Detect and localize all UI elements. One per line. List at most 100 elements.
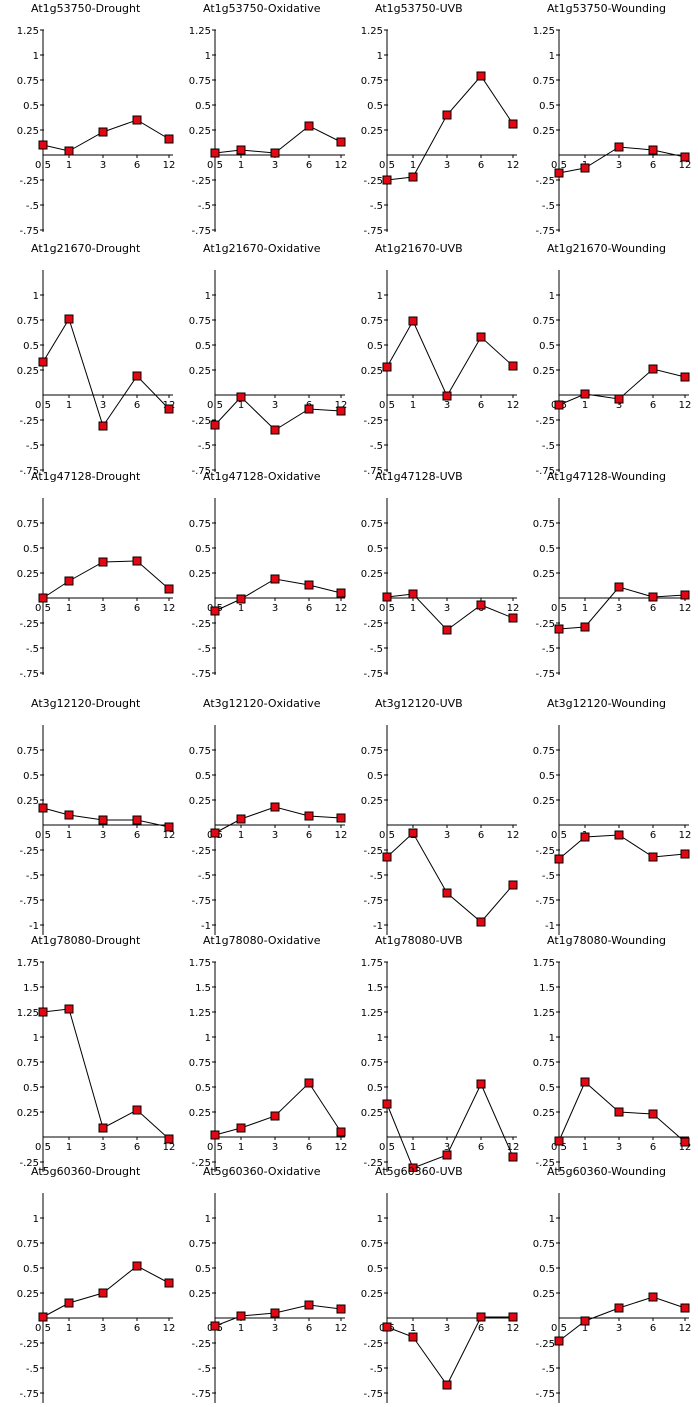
chart-panel: At3g12120-UVB0.750.50.25-.25-.5-.75-1-1.… xyxy=(344,695,526,977)
y-tick-label: 1 xyxy=(33,51,39,62)
x-tick-label: 3 xyxy=(444,1323,450,1334)
data-point xyxy=(304,580,314,590)
x-tick-label: 1 xyxy=(66,830,72,841)
x-tick-label: 3 xyxy=(272,160,278,171)
y-tick-label: 0.25 xyxy=(17,1289,39,1300)
y-tick-label: 0.5 xyxy=(195,341,211,352)
y-tick-label: -.25 xyxy=(363,1158,383,1169)
data-point xyxy=(132,115,142,125)
chart-panel: At5g60360-Oxidative 1 0.75 0.5 0.25 -.25 -.5 -.… xyxy=(172,1163,354,1407)
data-point xyxy=(98,1123,108,1133)
x-tick-label: 12 xyxy=(679,1142,692,1153)
x-tick-label: 12 xyxy=(507,160,520,171)
data-point xyxy=(210,148,220,158)
x-tick-label: 0.5 xyxy=(551,160,567,171)
data-point xyxy=(614,1107,624,1117)
x-tick-label: 6 xyxy=(650,603,656,614)
y-tick-label: -.75 xyxy=(19,896,39,907)
chart-panel: At1g78080-Oxidative 1.75 1.5 1.25 1 0.75 0.5 0.… xyxy=(172,932,354,1219)
x-tick-label: 1 xyxy=(410,1323,416,1334)
y-tick-label: 0.5 xyxy=(367,771,383,782)
y-tick-label: 0.5 xyxy=(367,544,383,555)
x-tick-label: 12 xyxy=(163,1323,176,1334)
y-tick-label: 1.25 xyxy=(189,26,211,37)
data-point xyxy=(554,1136,564,1146)
y-tick-label: 0.5 xyxy=(367,1264,383,1275)
data-point xyxy=(164,404,174,414)
chart-panel: At1g53750-UVB 1.25 1 0.75 0.5 0.25 -.25 -.5 -.75… xyxy=(344,0,526,240)
chart-svg: At1g78080-UVB 1.75 1.5 1.25 1 0.75 0.5 0.25 -.25… xyxy=(361,934,520,1219)
y-tick-label: -.75 xyxy=(535,466,555,477)
data-point xyxy=(336,137,346,147)
data-point xyxy=(508,1152,518,1162)
data-point xyxy=(554,624,564,634)
y-tick-label: -.5 xyxy=(542,201,555,212)
y-tick-label: 1 xyxy=(549,1033,555,1044)
y-tick-label: 1 xyxy=(205,1033,211,1044)
series-line xyxy=(386,319,514,398)
data-point xyxy=(508,880,518,890)
x-tick-label: 3 xyxy=(272,1323,278,1334)
y-tick-label: -.25 xyxy=(363,1339,383,1350)
y-tick-label: 0.5 xyxy=(23,544,39,555)
data-point xyxy=(476,600,486,610)
chart-panel: At1g53750-Oxidative 1.25 1 0.75 0.5 0.25 -.25 -… xyxy=(172,0,354,240)
y-tick-label: 0.25 xyxy=(189,796,211,807)
y-tick-label: 0.25 xyxy=(361,796,383,807)
chart-panel: At3g12120-Drought 0.75 0.5 0.25 -.25 -.5 -.75 -… xyxy=(0,695,182,977)
y-tick-label: -1 xyxy=(29,921,39,932)
y-tick-label: 0.75 xyxy=(533,746,555,757)
y-tick-label: 1.5 xyxy=(195,983,211,994)
x-tick-label: 3 xyxy=(272,603,278,614)
data-point xyxy=(580,1077,590,1087)
data-point xyxy=(648,852,658,862)
chart-svg: At5g60360-Wounding 1 0.75 0.5 0.25 -.25 -.5 -.7… xyxy=(533,1165,691,1407)
data-point xyxy=(408,172,418,182)
y-tick-label: 0.5 xyxy=(539,771,555,782)
chart-title: At1g53750-Wounding xyxy=(547,2,666,15)
y-tick-label: -.75 xyxy=(363,669,383,680)
data-point xyxy=(580,389,590,399)
x-tick-label: 3 xyxy=(100,400,106,411)
chart-panel: At1g53750-Wounding 1.25 1 0.75 0.5 0.25 -.25 -.… xyxy=(516,0,698,240)
data-point xyxy=(554,854,564,864)
data-point xyxy=(680,152,690,162)
x-tick-label: 6 xyxy=(134,1323,140,1334)
x-tick-label: 0.5 xyxy=(551,1323,567,1334)
y-tick-label: 0.25 xyxy=(533,1108,555,1119)
x-tick-label: 0.5 xyxy=(35,160,51,171)
data-point xyxy=(648,145,658,155)
y-tick-label: 1 xyxy=(33,1033,39,1044)
y-tick-label: 0.25 xyxy=(533,1289,555,1300)
y-tick-label: 1 xyxy=(205,291,211,302)
chart-panel: At1g21670-UVB 1 0.75 0.5 0.25 -.25 -.5 -.75 0.5 1… xyxy=(344,240,526,480)
data-point xyxy=(408,1332,418,1342)
chart-svg: At3g12120-UVB0.750.50.25-.25-.5-.75-1-1.… xyxy=(357,697,520,977)
x-tick-label: 3 xyxy=(272,1142,278,1153)
x-tick-label: 1 xyxy=(238,1323,244,1334)
y-tick-label: 0.25 xyxy=(17,126,39,137)
y-tick-label: -.75 xyxy=(191,466,211,477)
y-tick-label: 0.25 xyxy=(189,366,211,377)
chart-title: At5g60360-Wounding xyxy=(547,1165,666,1178)
x-tick-label: 12 xyxy=(507,830,520,841)
data-point xyxy=(270,1111,280,1121)
y-tick-label: -.25 xyxy=(191,176,211,187)
chart-panel: At5g60360-UVB10.750.50.25-.25-.5-.75-10.… xyxy=(344,1163,526,1407)
x-tick-label: 3 xyxy=(616,400,622,411)
x-tick-label: 1 xyxy=(410,160,416,171)
y-tick-label: -.25 xyxy=(363,416,383,427)
y-tick-label: -.5 xyxy=(198,441,211,452)
y-tick-label: 0.5 xyxy=(195,771,211,782)
x-tick-label: 12 xyxy=(507,400,520,411)
x-tick-label: 0.5 xyxy=(551,830,567,841)
data-point xyxy=(476,71,486,81)
data-point xyxy=(614,1303,624,1313)
y-tick-label: -.5 xyxy=(370,644,383,655)
y-tick-label: -.25 xyxy=(19,1158,39,1169)
x-tick-label: 0.5 xyxy=(379,160,395,171)
y-tick-label: 1.75 xyxy=(189,958,211,969)
chart-title: At1g21670-Drought xyxy=(31,242,141,255)
x-tick-label: 12 xyxy=(507,1142,520,1153)
y-tick-label: -.75 xyxy=(191,226,211,237)
